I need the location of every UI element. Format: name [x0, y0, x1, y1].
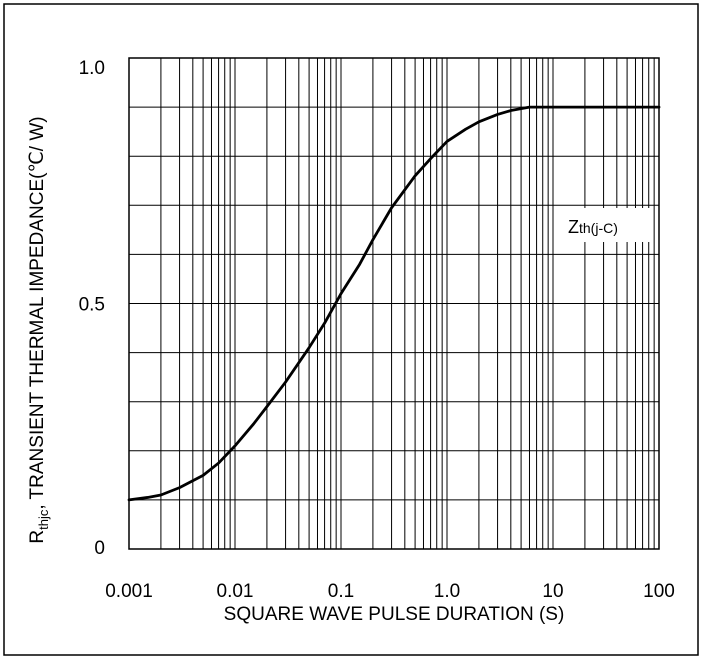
series-annotation: Zth(j-C): [568, 217, 618, 237]
series-line: [127, 105, 661, 502]
y-tick-label: 0: [94, 538, 105, 559]
plot-frame: [128, 57, 660, 550]
y-axis-label: Rthjc, TRANSIENT THERMAL IMPEDANCE(℃/ W): [27, 116, 51, 543]
annotation-background: [562, 208, 650, 242]
x-tick-label: 0.01: [217, 581, 254, 602]
x-tick-label: 10: [542, 581, 563, 602]
y-axis-label-main: , TRANSIENT THERMAL IMPEDANCE(℃/ W): [27, 116, 48, 509]
y-tick-label: 1.0: [79, 58, 105, 79]
x-tick-label: 0.001: [105, 581, 153, 602]
y-axis-label-subscript: thjc: [36, 509, 51, 530]
annotation-main: Z: [568, 217, 579, 237]
x-tick-label: 100: [643, 581, 675, 602]
figure-border: [3, 3, 699, 656]
x-axis-label: SQUARE WAVE PULSE DURATION (S): [224, 604, 565, 625]
y-axis-label-prefix: R: [27, 530, 48, 544]
tick-labels: 0.001 0.01 0.1 1.0 10 100 0 0.5 1.0: [79, 58, 675, 602]
x-tick-label: 0.1: [328, 581, 354, 602]
annotation-sub: th(j-C): [579, 220, 618, 236]
y-tick-label: 0.5: [79, 295, 105, 316]
x-tick-label: 1.0: [434, 581, 460, 602]
data-layer: [127, 105, 661, 502]
grid: [128, 57, 660, 550]
